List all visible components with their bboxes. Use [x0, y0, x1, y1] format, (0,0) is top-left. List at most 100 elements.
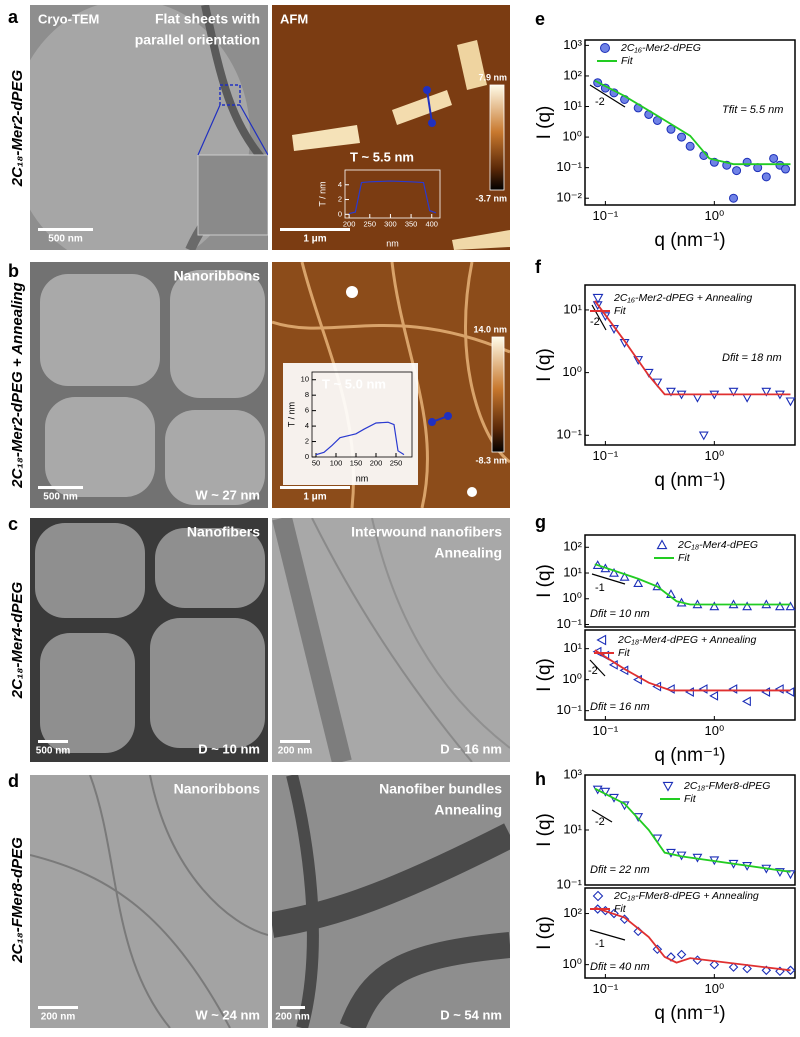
scale-bar — [280, 1006, 305, 1009]
inset-background — [283, 363, 418, 485]
data-point — [761, 965, 772, 976]
x-tick-label: 10⁰ — [704, 981, 724, 996]
micrograph: AFM 1 μm 7.9 nm -3.7 nm — [272, 5, 510, 250]
micrograph-feature — [467, 487, 477, 497]
row-label: 2C₁₈-Mer2-dPEG + Annealing — [9, 282, 26, 488]
slope-guide — [591, 573, 626, 585]
data-point — [728, 684, 738, 694]
legend-label: 2C₁₈-FMer8-dPEG — [683, 780, 770, 792]
x-axis-label: q (nm⁻¹) — [654, 745, 725, 766]
micrograph-feature — [423, 86, 431, 94]
slope-guide — [589, 659, 606, 677]
legend-label: Fit — [618, 647, 631, 659]
size-label: D ~ 54 nm — [440, 1007, 502, 1022]
slope-guide — [591, 304, 607, 331]
data-point — [698, 431, 709, 441]
data-point — [676, 949, 687, 960]
size-label: W ~ 27 nm — [195, 487, 260, 502]
y-tick-label: 10¹ — [563, 821, 582, 836]
legend-label: Fit — [678, 552, 691, 564]
micrograph-feature — [165, 410, 265, 505]
plot-frame — [584, 629, 796, 721]
scale-bar — [38, 228, 93, 231]
annotation: -1 — [595, 582, 605, 594]
x-axis-label: q (nm⁻¹) — [654, 230, 725, 251]
data-point — [728, 962, 739, 972]
plot-frame — [311, 371, 413, 458]
micrograph: Nanofiber bundles Annealing D ~ 54 nm 200 n… — [272, 775, 510, 1028]
y-tick-label: 2 — [338, 195, 342, 204]
data-point — [785, 601, 796, 611]
scale-bar-label: 1 μm — [303, 492, 326, 503]
data-point — [709, 959, 720, 970]
data-point — [742, 393, 753, 403]
legend-label: 2C₁₆-Mer2-dPEG + Annealing — [613, 292, 752, 304]
panel-letter: d — [8, 771, 19, 791]
y-tick-label: 10³ — [563, 766, 582, 781]
data-point — [781, 164, 791, 174]
micrograph-feature — [272, 320, 510, 354]
x-tick-label: 300 — [384, 220, 397, 229]
slope-guide — [591, 809, 613, 823]
scale-bar-label: 500 nm — [36, 746, 71, 757]
legend-label: Fit — [614, 903, 627, 915]
y-tick-label: 10⁻¹ — [556, 159, 582, 174]
image-method: AFM — [280, 11, 308, 26]
size-label: D ~ 10 nm — [198, 741, 260, 756]
micrograph-feature — [346, 286, 358, 298]
legend-label: 2C₁₈-Mer4-dPEG — [677, 539, 758, 551]
fit-line — [315, 421, 405, 456]
y-tick-label: 10² — [563, 67, 582, 82]
micrograph: Cryo-TEM Flat sheets with parallel orienta… — [30, 5, 268, 250]
data-point — [769, 153, 779, 163]
fit-line — [594, 787, 791, 873]
micrograph-feature — [30, 854, 231, 1028]
scale-bar — [280, 228, 350, 231]
annotation: T ~ 5.5 nm — [350, 149, 414, 164]
data-point — [785, 397, 796, 407]
data-point — [742, 963, 752, 974]
data-point — [666, 387, 676, 397]
data-point — [785, 687, 795, 697]
micrograph-feature — [457, 40, 487, 90]
data-point — [698, 684, 708, 694]
annotation: -1 — [595, 938, 605, 950]
micrograph-feature — [392, 90, 452, 125]
x-axis-label: q (nm⁻¹) — [654, 1003, 725, 1024]
micrograph-feature — [311, 518, 473, 762]
micrograph: Interwound nanofibers Annealing D ~ 16 nm 2… — [272, 518, 510, 762]
legend-symbol — [656, 539, 668, 550]
y-tick-label: 10² — [563, 539, 582, 554]
data-point — [652, 944, 663, 955]
y-tick-label: 10¹ — [563, 640, 582, 655]
data-point — [692, 393, 703, 403]
y-tick-label: 2 — [305, 437, 309, 446]
y-axis-label: I (q) — [534, 813, 555, 847]
image-caption: Annealing — [434, 545, 502, 561]
annotation: -2 — [595, 816, 605, 828]
data-point — [774, 601, 785, 611]
legend-label: Fit — [684, 793, 697, 805]
scale-bar-label: 200 nm — [275, 1012, 310, 1023]
micrograph-feature — [444, 412, 452, 420]
y-tick-label: 10⁰ — [562, 364, 582, 379]
data-point — [609, 567, 619, 577]
x-tick-label: 10⁻¹ — [593, 723, 619, 738]
scale-bar-label: 1 μm — [303, 234, 326, 245]
y-tick-label: 4 — [305, 421, 309, 430]
y-tick-label: 10 — [301, 375, 309, 384]
micrograph-feature — [89, 775, 171, 1028]
plot-frame — [584, 284, 796, 446]
micrograph: Nanofibers D ~ 10 nm 500 nm — [30, 518, 268, 762]
micrograph-background — [30, 775, 268, 1028]
panel-letter: a — [8, 7, 19, 27]
data-point — [761, 172, 771, 182]
x-tick-label: 100 — [330, 459, 343, 468]
legend-label: 2C₁₈-Mer4-dPEG + Annealing — [617, 634, 757, 646]
fit-line — [594, 906, 791, 972]
x-tick-label: 50 — [312, 459, 320, 468]
micrograph-feature — [197, 154, 268, 236]
micrograph-feature — [30, 5, 250, 250]
y-tick-label: 0 — [305, 452, 309, 461]
legend-label: Fit — [621, 55, 634, 67]
